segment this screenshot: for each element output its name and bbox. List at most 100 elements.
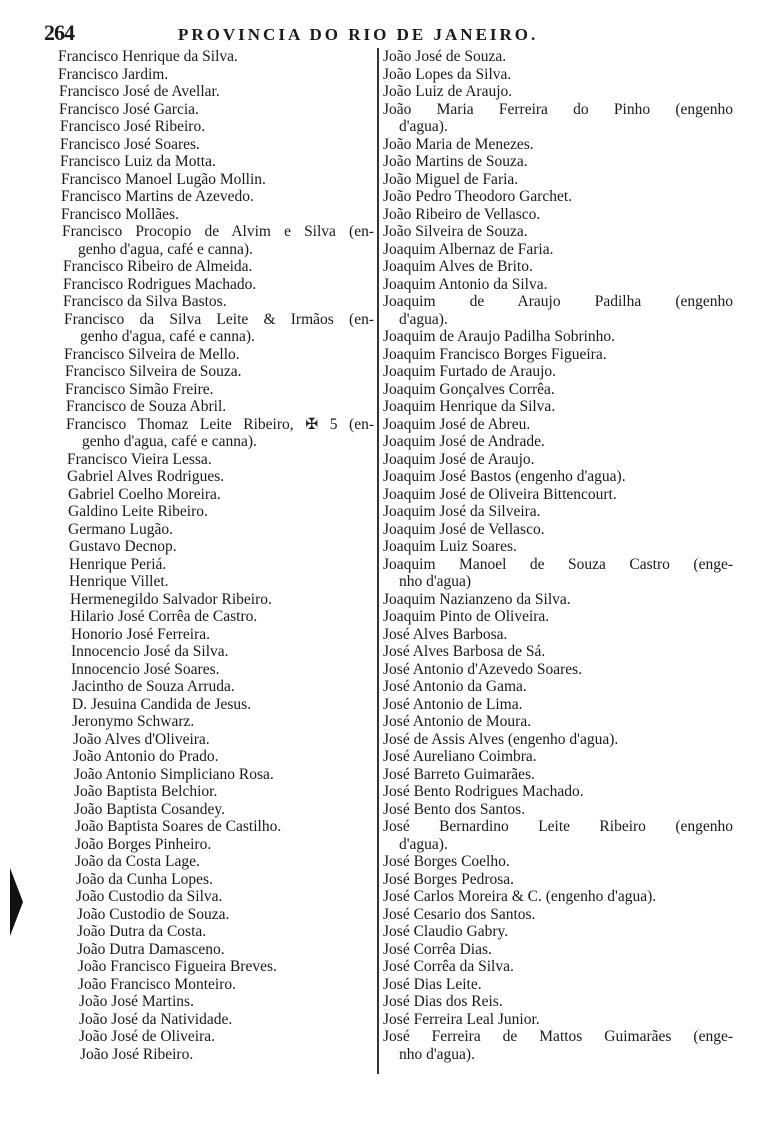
list-entry: Joaquim Manoel de Souza Castro (enge-nho… <box>383 556 733 591</box>
entry-line: Innocencio José da Silva. <box>71 643 229 660</box>
entry-line: Joaquim Antonio da Silva. <box>383 275 548 293</box>
list-entry: João Baptista Belchior. <box>58 783 374 801</box>
list-entry: Gustavo Decnop. <box>58 538 374 556</box>
list-entry: José Carlos Moreira & C. (engenho d'agua… <box>383 888 733 906</box>
entry-continuation-line: nho d'agua). <box>399 1045 475 1063</box>
entry-line: José Ferreira de Mattos Guimarães (enge- <box>383 1028 733 1045</box>
list-entry: José Aureliano Coimbra. <box>383 748 733 766</box>
list-entry: João Lopes da Silva. <box>383 66 733 84</box>
entry-line: João Dutra da Costa. <box>77 923 207 940</box>
list-entry: Joaquim José de Andrade. <box>383 433 733 451</box>
list-entry: José Dias dos Reis. <box>383 993 733 1011</box>
entry-line: Francisco José Ribeiro. <box>60 118 206 135</box>
list-entry: José Corrêa Dias. <box>383 941 733 959</box>
list-entry: José Borges Coelho. <box>383 853 733 871</box>
list-entry: Francisco da Silva Leite & Irmãos (en-ge… <box>58 311 374 346</box>
entry-line: Innocencio José Soares. <box>71 660 220 678</box>
entry-line: Francisco Thomaz Leite Ribeiro, ✠ 5 (en- <box>66 415 374 433</box>
entry-line: João Francisco Figueira Breves. <box>78 958 277 975</box>
list-entry: Francisco Silveira de Mello. <box>58 346 374 364</box>
list-entry: João Francisco Monteiro. <box>58 976 374 994</box>
entry-line: Joaquim de Araujo Padilha Sobrinho. <box>383 328 616 345</box>
list-entry: João Ribeiro de Vellasco. <box>383 206 733 224</box>
list-entry: José Antonio da Gama. <box>383 678 733 696</box>
entry-line: João Silveira de Souza. <box>383 223 528 240</box>
entry-line: João Maria de Menezes. <box>383 135 534 153</box>
list-entry: João Baptista Soares de Castilho. <box>58 818 374 836</box>
entry-continuation-line: d'agua). <box>399 310 448 328</box>
entry-line: João da Cunha Lopes. <box>76 870 213 888</box>
entry-line: Joaquim José da Silveira. <box>383 503 541 520</box>
column-divider <box>377 48 379 1074</box>
entry-line: Honorio José Ferreira. <box>71 625 211 643</box>
entry-line: João Maria Ferreira do Pinho (engenho <box>383 100 733 118</box>
list-entry: José Bento dos Santos. <box>383 801 733 819</box>
running-title: PROVINCIA DO RIO DE JANEIRO. <box>178 25 539 44</box>
list-entry: Joaquim Gonçalves Corrêa. <box>383 381 733 399</box>
entry-line: Joaquim Furtado de Araujo. <box>383 363 557 380</box>
list-entry: João Francisco Figueira Breves. <box>58 958 374 976</box>
list-entry: Galdino Leite Ribeiro. <box>58 503 374 521</box>
list-entry: Hilario José Corrêa de Castro. <box>58 608 374 626</box>
list-entry: Francisco Rodrigues Machado. <box>58 276 374 294</box>
entry-line: José Cesario dos Santos. <box>383 905 536 923</box>
entry-continuation-line: genho d'agua, café e canna). <box>82 433 257 450</box>
list-entry: Francisco Procopio de Alvim e Silva (en-… <box>58 223 374 258</box>
margin-mark-icon <box>10 868 23 936</box>
entry-line: Gabriel Coelho Moreira. <box>68 485 221 503</box>
list-entry: Henrique Villet. <box>58 573 374 591</box>
entry-line: João Custodio da Silva. <box>76 888 223 905</box>
entry-line: Hilario José Corrêa de Castro. <box>70 608 258 625</box>
entry-line: Francisco Manoel Lugão Mollin. <box>61 170 266 188</box>
list-entry: Honorio José Ferreira. <box>58 626 374 644</box>
entry-line: João José de Oliveira. <box>79 1028 216 1045</box>
entry-line: Francisco Jardim. <box>58 65 169 83</box>
list-entry: Joaquim Antonio da Silva. <box>383 276 733 294</box>
entry-line: Germano Lugão. <box>68 520 174 538</box>
list-entry: Joaquim de Araujo Padilha (engenho d'agua… <box>383 293 733 328</box>
list-entry: Joaquim Alves de Brito. <box>383 258 733 276</box>
entry-line: João Luiz de Araujo. <box>383 83 513 100</box>
entry-continuation-line: d'agua). <box>399 835 448 853</box>
entry-line: Francisco Silveira de Souza. <box>65 363 242 380</box>
list-entry: João José Ribeiro. <box>58 1046 374 1064</box>
entry-line: José Claudio Gabry. <box>383 923 509 940</box>
entry-line: João José Martins. <box>79 993 194 1010</box>
list-entry: Francisco Jardim. <box>58 66 374 84</box>
entry-line: João Antonio Simpliciano Rosa. <box>74 765 274 783</box>
entry-line: José Carlos Moreira & C. (engenho d'agua… <box>383 888 657 905</box>
entry-line: João José de Souza. <box>383 48 507 65</box>
list-entry: José de Assis Alves (engenho d'agua). <box>383 731 733 749</box>
entry-line: Francisco Rodrigues Machado. <box>63 275 257 293</box>
entry-line: Francisco Vieira Lessa. <box>67 450 212 468</box>
list-entry: Gabriel Alves Rodrigues. <box>58 468 374 486</box>
list-entry: José Claudio Gabry. <box>383 923 733 941</box>
entry-line: Jacintho de Souza Arruda. <box>72 678 235 695</box>
list-entry: Francisco José de Avellar. <box>58 83 374 101</box>
list-entry: José Bento Rodrigues Machado. <box>383 783 733 801</box>
entry-line: Gabriel Alves Rodrigues. <box>67 468 225 485</box>
list-entry: João Dutra da Costa. <box>58 923 374 941</box>
list-entry: Innocencio José da Silva. <box>58 643 374 661</box>
list-entry: João Silveira de Souza. <box>383 223 733 241</box>
list-entry: João Custodio da Silva. <box>58 888 374 906</box>
list-entry: Innocencio José Soares. <box>58 661 374 679</box>
list-entry: Francisco José Soares. <box>58 136 374 154</box>
list-entry: Joaquim Pinto de Oliveira. <box>383 608 733 626</box>
entry-line: Joaquim Albernaz de Faria. <box>383 240 554 258</box>
list-entry: Joaquim José de Abreu. <box>383 416 733 434</box>
entry-line: Joaquim José de Araujo. <box>383 450 535 468</box>
entry-line: João Alves d'Oliveira. <box>73 730 210 748</box>
list-entry: José Cesario dos Santos. <box>383 906 733 924</box>
list-entry: João Miguel de Faria. <box>383 171 733 189</box>
list-entry: João José da Natividade. <box>58 1011 374 1029</box>
entry-continuation-line: genho d'agua, café e canna). <box>78 240 253 258</box>
list-entry: Francisco Ribeiro de Almeida. <box>58 258 374 276</box>
list-entry: João Pedro Theodoro Garchet. <box>383 188 733 206</box>
entry-line: João Martins de Souza. <box>383 153 528 170</box>
entry-continuation-line: genho d'agua, café e canna). <box>80 328 255 345</box>
list-entry: João Custodio de Souza. <box>58 906 374 924</box>
entry-line: Henrique Periá. <box>69 555 167 573</box>
entry-continuation-line: nho d'agua) <box>399 573 472 590</box>
entry-line: Francisco Procopio de Alvim e Silva (en- <box>62 223 374 240</box>
